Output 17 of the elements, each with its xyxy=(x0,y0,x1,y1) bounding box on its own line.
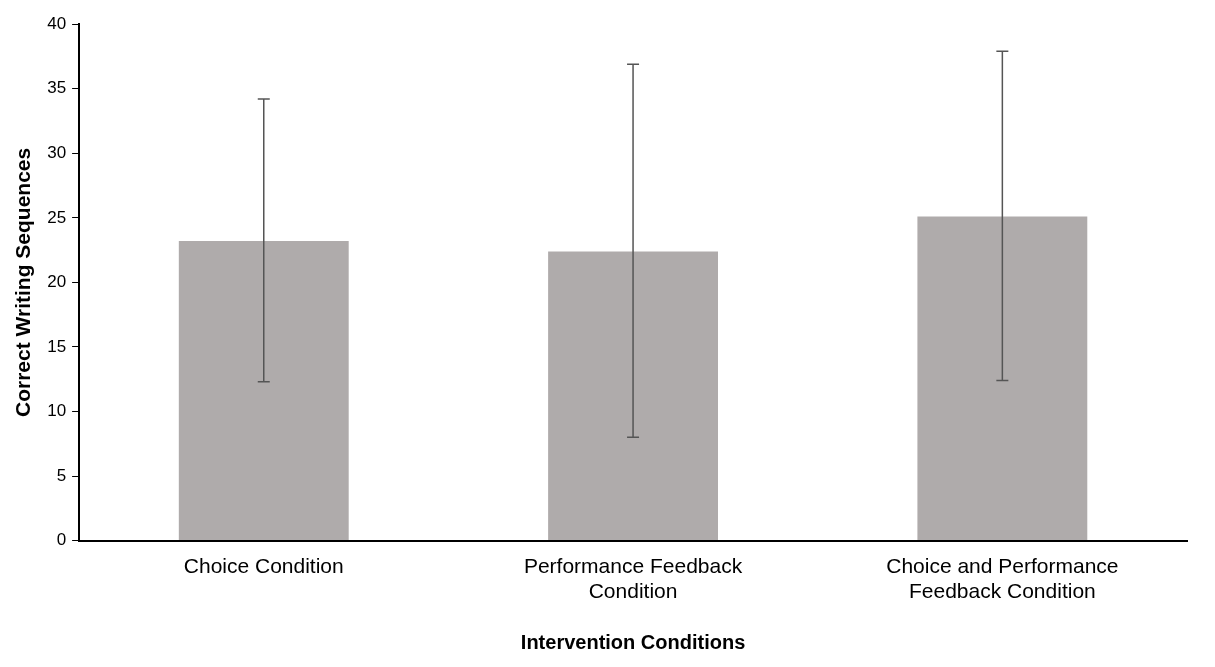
y-tick-label: 40 xyxy=(47,13,67,33)
y-tick-label: 20 xyxy=(47,272,67,292)
y-tick-label: 15 xyxy=(47,336,67,356)
y-axis-title: Correct Writing Sequences xyxy=(11,147,35,417)
y-tick-label: 30 xyxy=(47,142,67,162)
x-axis-title: Intervention Conditions xyxy=(520,630,746,653)
bar xyxy=(178,241,349,541)
x-tick-label: Choice and Performance Feedback Condition xyxy=(886,554,1119,603)
x-tick-label: Choice Condition xyxy=(183,554,344,577)
y-tick-label: 10 xyxy=(47,401,67,421)
y-tick-label: 25 xyxy=(47,207,67,227)
bar xyxy=(917,216,1088,541)
x-tick-label: Performance Feedback Condition xyxy=(523,554,743,603)
y-tick-label: 0 xyxy=(56,530,67,550)
y-tick-label: 5 xyxy=(56,465,67,485)
bar xyxy=(548,251,718,541)
y-tick-label: 35 xyxy=(47,78,67,98)
